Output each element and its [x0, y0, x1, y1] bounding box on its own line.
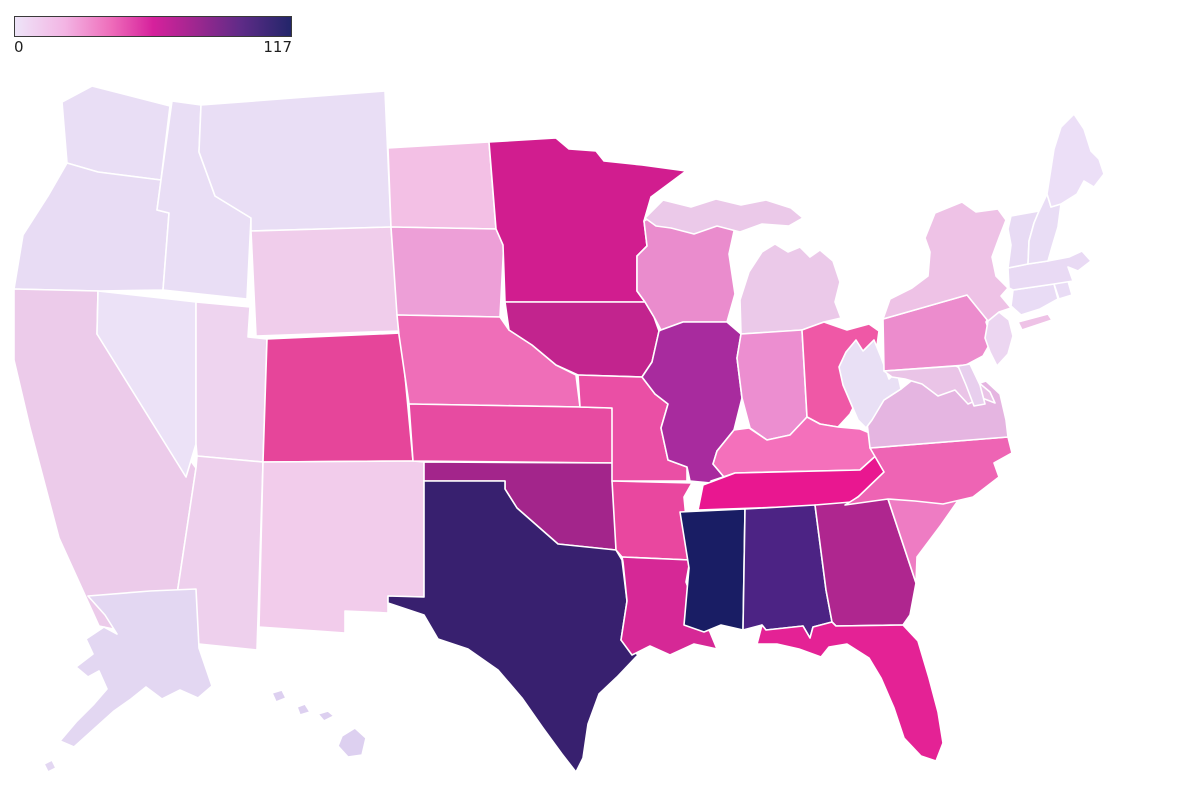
state-new-jersey[interactable]: [984, 311, 1014, 367]
state-texas[interactable]: [387, 480, 639, 773]
color-legend-labels: 0 117: [14, 39, 292, 56]
legend-max-label: 117: [263, 38, 292, 56]
state-montana[interactable]: [198, 90, 392, 232]
state-maine[interactable]: [1046, 113, 1105, 208]
state-north-dakota[interactable]: [387, 141, 497, 230]
state-oregon[interactable]: [13, 162, 170, 292]
state-north-carolina[interactable]: [844, 436, 1013, 506]
color-gradient-bar: [14, 16, 292, 37]
state-kansas[interactable]: [408, 403, 618, 464]
state-wyoming[interactable]: [250, 226, 400, 337]
state-mississippi[interactable]: [679, 508, 746, 633]
color-legend: 0 117: [14, 16, 292, 56]
state-south-dakota[interactable]: [390, 226, 505, 318]
legend-min-label: 0: [14, 38, 24, 56]
state-indiana[interactable]: [736, 329, 808, 441]
state-michigan[interactable]: [644, 198, 842, 335]
state-new-york[interactable]: [882, 201, 1053, 331]
state-florida[interactable]: [756, 621, 944, 762]
state-nevada[interactable]: [96, 290, 197, 478]
state-hawaii[interactable]: [271, 689, 367, 758]
state-arkansas[interactable]: [611, 480, 693, 561]
state-delaware[interactable]: [957, 363, 986, 407]
state-west-virginia[interactable]: [838, 339, 902, 429]
state-alaska[interactable]: [43, 588, 213, 773]
state-colorado[interactable]: [262, 332, 414, 463]
